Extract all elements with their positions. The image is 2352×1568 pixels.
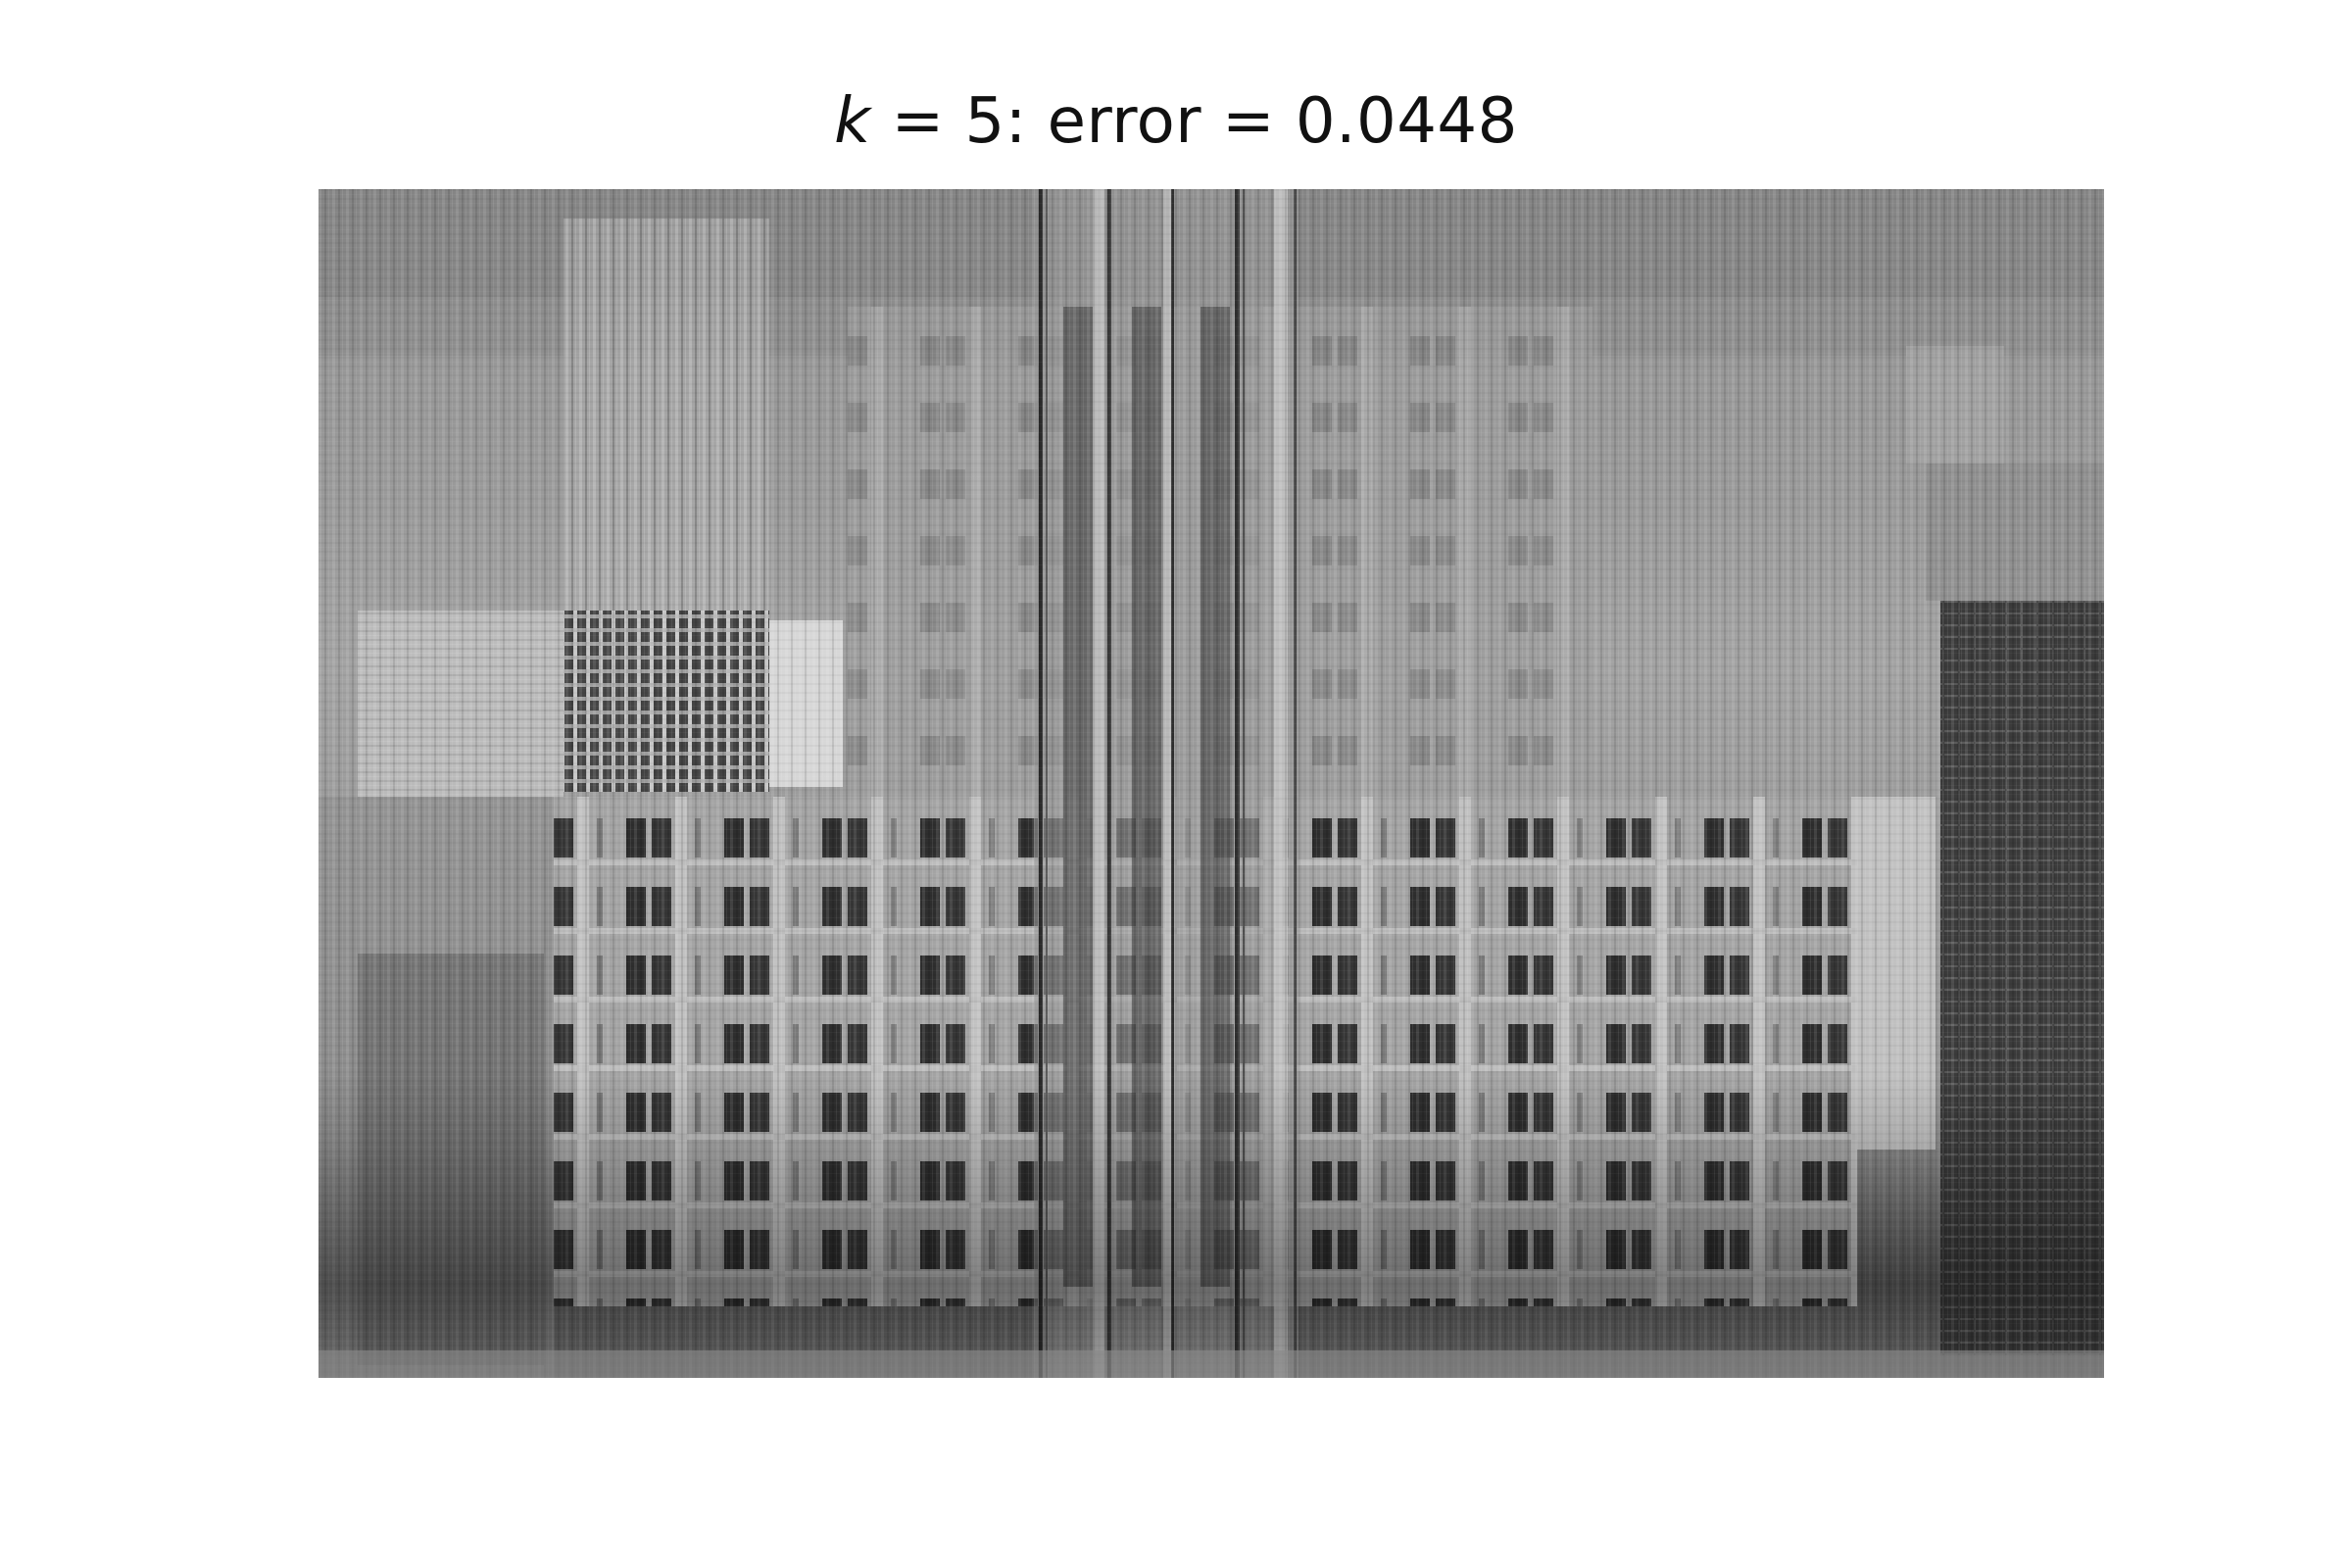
bottom-shadow [318,1071,2104,1378]
reconstructed-image [318,189,2104,1378]
figure-title: k = 5: error = 0.0448 [0,90,2352,153]
reconstructed-image-canvas [318,189,2104,1378]
title-variable: k [834,85,871,158]
title-text: = 5: error = 0.0448 [870,85,1518,158]
